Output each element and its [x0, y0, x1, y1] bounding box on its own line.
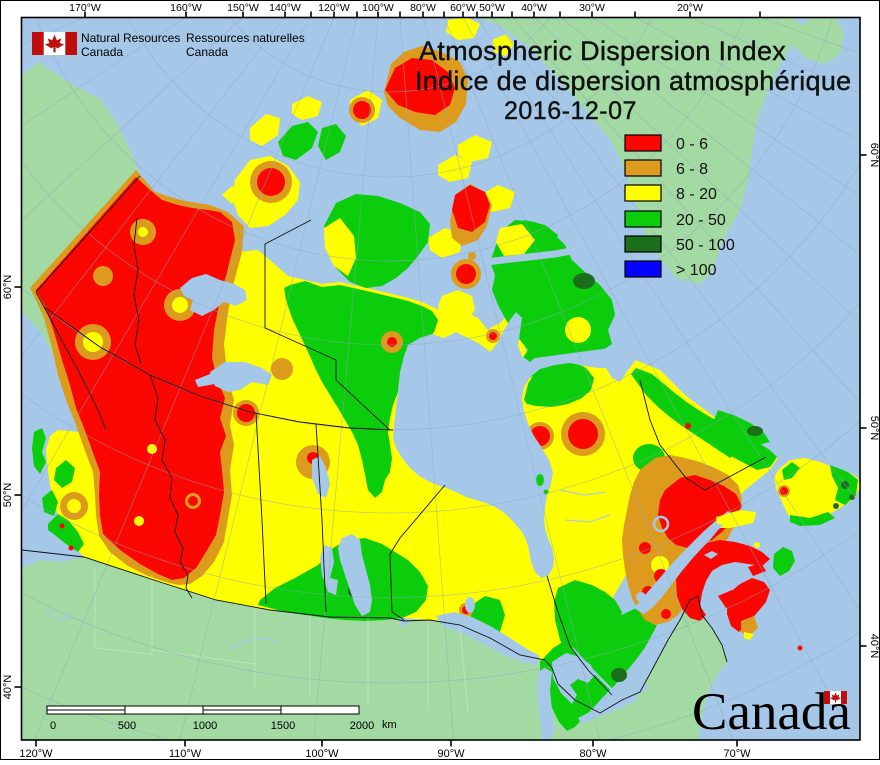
svg-text:100°W: 100°W [305, 748, 339, 760]
svg-text:20°W: 20°W [677, 2, 703, 14]
svg-text:40°W: 40°W [521, 2, 547, 14]
svg-text:60°N: 60°N [2, 275, 14, 300]
svg-text:Canada: Canada [186, 45, 228, 59]
svg-text:80°W: 80°W [579, 748, 607, 760]
svg-text:80°W: 80°W [410, 2, 436, 14]
svg-text:km: km [382, 719, 397, 731]
svg-text:100°W: 100°W [362, 2, 394, 14]
svg-text:2016-12-07: 2016-12-07 [504, 97, 637, 125]
svg-text:60°N: 60°N [868, 143, 880, 168]
svg-text:20 - 50: 20 - 50 [676, 212, 726, 229]
svg-text:2000: 2000 [350, 720, 374, 732]
svg-text:40°N: 40°N [868, 634, 880, 659]
svg-text:120°W: 120°W [19, 748, 53, 760]
svg-text:0 - 6: 0 - 6 [676, 136, 708, 153]
svg-text:50 - 100: 50 - 100 [676, 237, 735, 254]
svg-text:Canada: Canada [81, 45, 123, 59]
svg-text:140°W: 140°W [269, 2, 301, 14]
svg-text:30°W: 30°W [579, 2, 605, 14]
svg-text:70°W: 70°W [723, 748, 751, 760]
svg-text:1000: 1000 [193, 720, 217, 732]
svg-text:110°W: 110°W [169, 748, 202, 760]
svg-text:50°N: 50°N [868, 416, 880, 441]
svg-text:> 100: > 100 [676, 262, 717, 279]
svg-text:150°W: 150°W [227, 2, 259, 14]
svg-text:50°W: 50°W [479, 2, 505, 14]
svg-text:50°N: 50°N [2, 483, 14, 508]
svg-text:170°W: 170°W [69, 2, 101, 14]
svg-text:40°N: 40°N [2, 675, 14, 700]
svg-text:Indice de dispersion atmosphér: Indice de dispersion atmosphérique [415, 66, 851, 96]
svg-text:0: 0 [50, 720, 56, 732]
svg-text:Atmospheric Dispersion Index: Atmospheric Dispersion Index [419, 36, 786, 66]
svg-text:90°W: 90°W [437, 748, 465, 760]
svg-text:60°W: 60°W [450, 2, 476, 14]
svg-text:6 - 8: 6 - 8 [676, 161, 708, 178]
svg-text:Ressources naturelles: Ressources naturelles [186, 31, 305, 45]
svg-text:120°W: 120°W [318, 2, 350, 14]
svg-text:8 - 20: 8 - 20 [676, 186, 717, 203]
svg-text:500: 500 [118, 720, 136, 732]
svg-text:Natural Resources: Natural Resources [81, 31, 180, 45]
svg-text:160°W: 160°W [170, 2, 202, 14]
svg-text:1500: 1500 [271, 720, 295, 732]
